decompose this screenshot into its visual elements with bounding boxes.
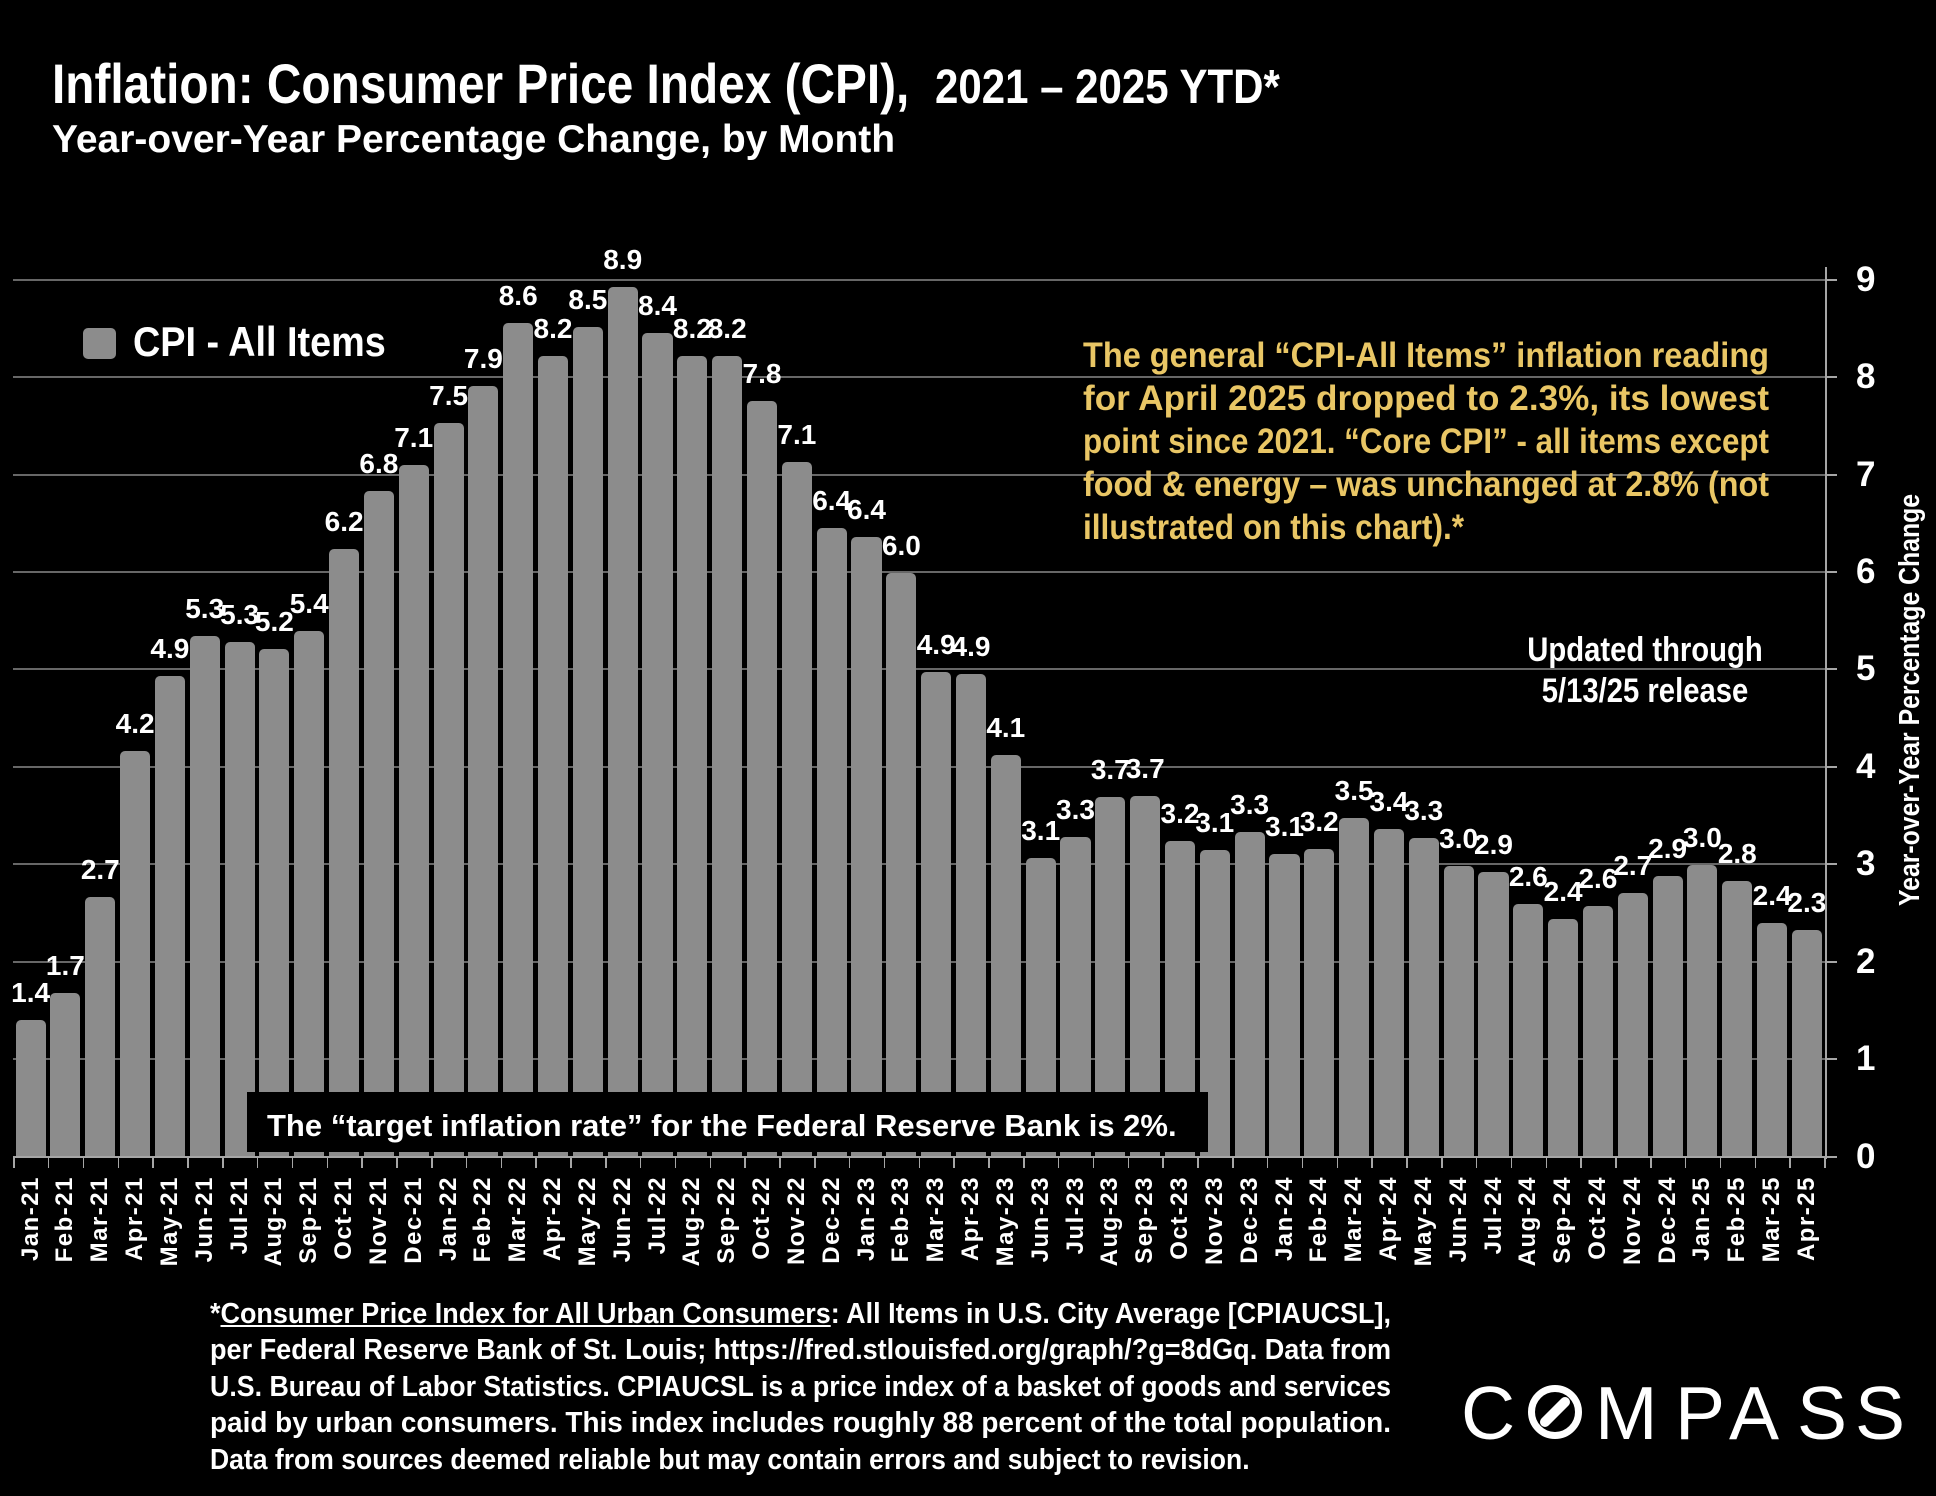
svg-text:S: S [1855,1371,1905,1450]
svg-text:S: S [1797,1371,1847,1450]
svg-text:C: C [1461,1371,1515,1450]
svg-text:A: A [1729,1371,1779,1450]
svg-text:P: P [1675,1371,1725,1450]
svg-text:M: M [1595,1371,1657,1450]
